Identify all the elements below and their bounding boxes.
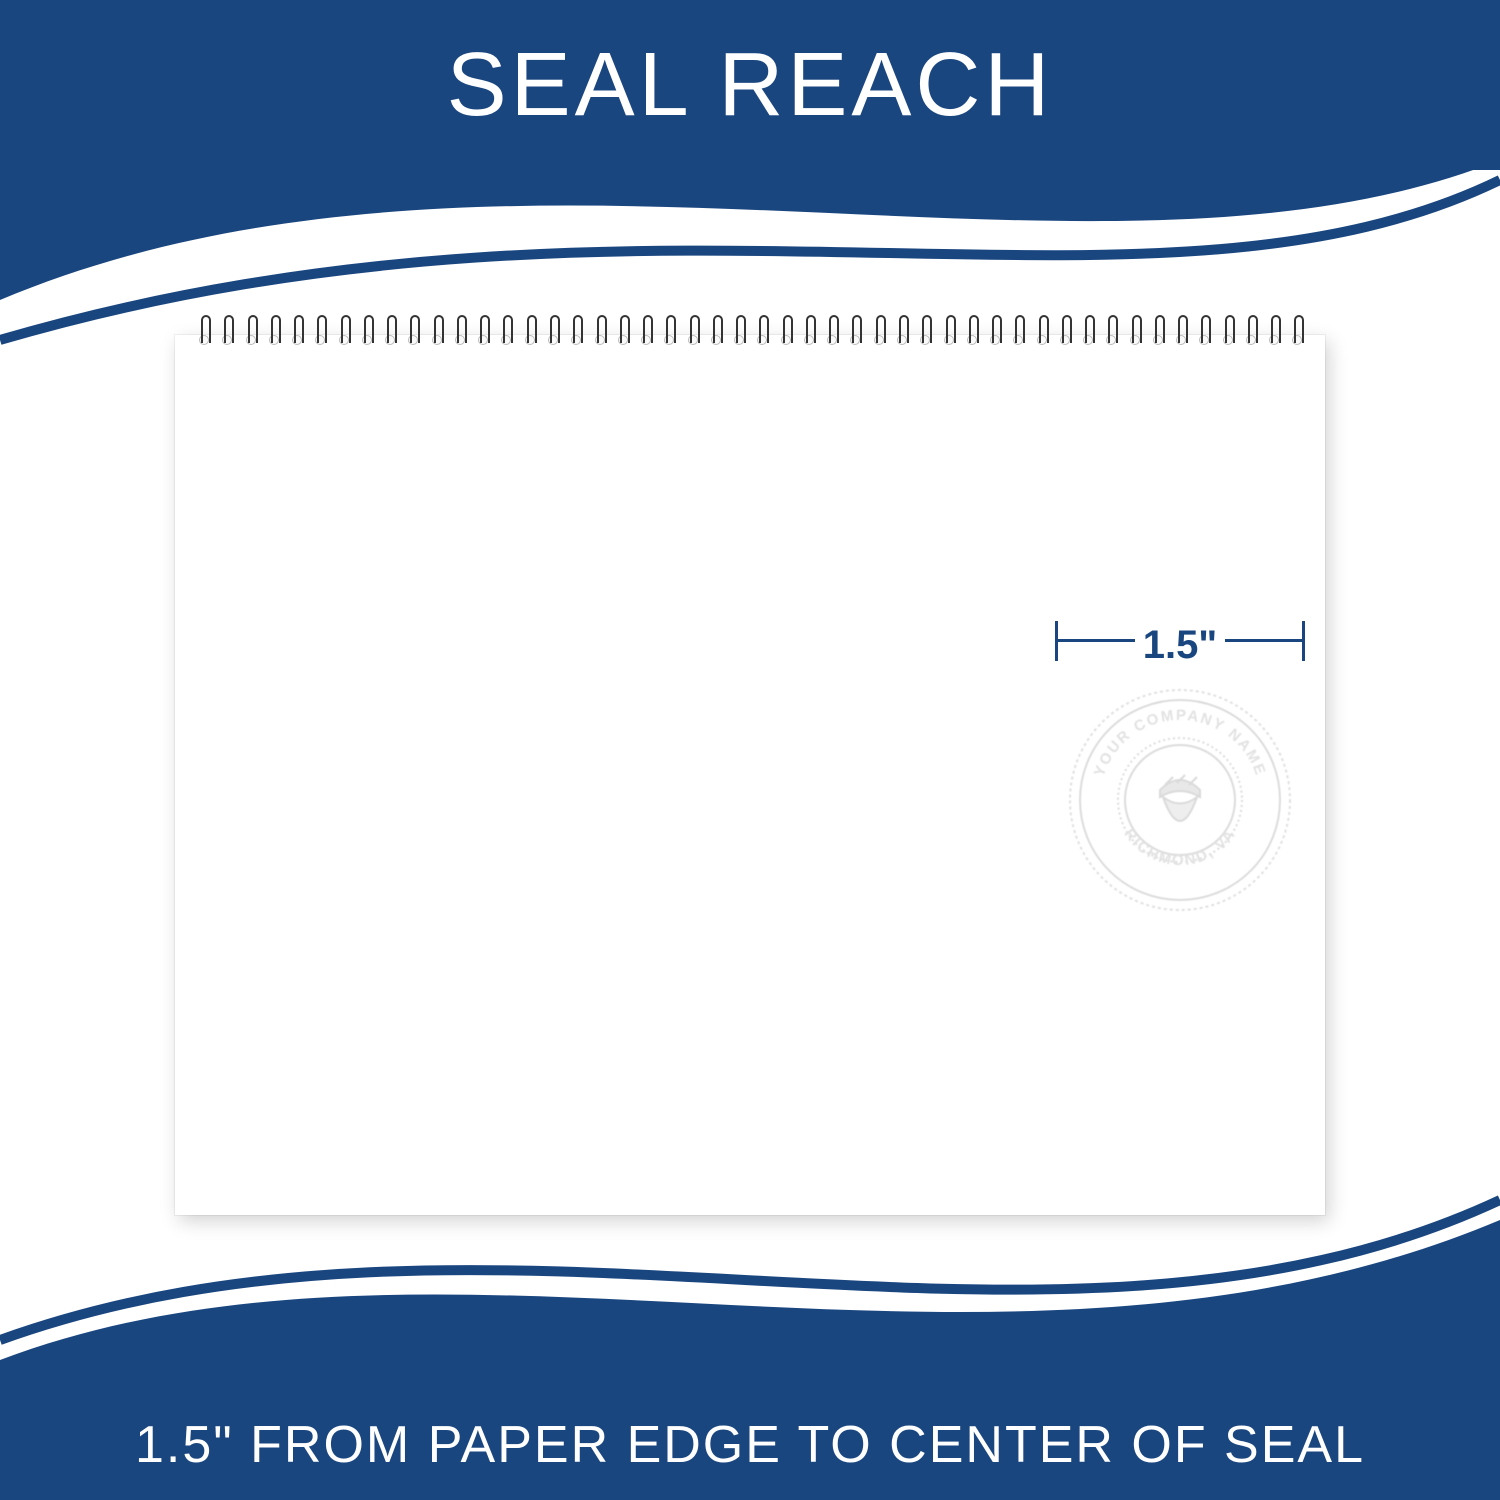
footer-text: 1.5" FROM PAPER EDGE TO CENTER OF SEAL xyxy=(135,1415,1365,1475)
page-title: SEAL REACH xyxy=(447,34,1054,137)
spiral-loop xyxy=(404,317,420,357)
notepad: 1.5" xyxy=(175,335,1325,1215)
spiral-loop xyxy=(1265,317,1281,357)
spiral-loop xyxy=(521,317,537,357)
spiral-loop xyxy=(1126,317,1142,357)
spiral-loop xyxy=(916,317,932,357)
seal-ring-2 xyxy=(1080,700,1280,900)
spiral-loop xyxy=(1079,317,1095,357)
seal-bottom-text: RICHMOND, VA xyxy=(1121,826,1240,870)
measure-cap-right xyxy=(1302,621,1305,661)
spiral-loop xyxy=(497,317,513,357)
spiral-loop xyxy=(963,317,979,357)
spiral-loop xyxy=(1009,317,1025,357)
spiral-loop xyxy=(567,317,583,357)
spiral-loop xyxy=(730,317,746,357)
footer-band: 1.5" FROM PAPER EDGE TO CENTER OF SEAL xyxy=(0,1390,1500,1500)
spiral-loop xyxy=(1149,317,1165,357)
acorn-icon xyxy=(1160,775,1200,821)
spiral-loop xyxy=(265,317,281,357)
spiral-binding xyxy=(195,317,1305,357)
spiral-loop xyxy=(1195,317,1211,357)
spiral-loop xyxy=(242,317,258,357)
spiral-loop xyxy=(335,317,351,357)
spiral-loop xyxy=(1219,317,1235,357)
spiral-loop xyxy=(381,317,397,357)
spiral-loop xyxy=(707,317,723,357)
spiral-loop xyxy=(986,317,1002,357)
spiral-loop xyxy=(614,317,630,357)
spiral-loop xyxy=(451,317,467,357)
spiral-loop xyxy=(846,317,862,357)
spiral-loop xyxy=(940,317,956,357)
spiral-loop xyxy=(777,317,793,357)
spiral-loop xyxy=(311,317,327,357)
seal-top-text: YOUR COMPANY NAME xyxy=(1091,707,1269,779)
spiral-loop xyxy=(428,317,444,357)
bottom-swoosh-accent xyxy=(0,1200,1500,1340)
spiral-loop xyxy=(1172,317,1188,357)
spiral-loop xyxy=(823,317,839,357)
spiral-loop xyxy=(1033,317,1049,357)
spiral-loop xyxy=(195,317,211,357)
spiral-loop xyxy=(893,317,909,357)
spiral-loop xyxy=(1242,317,1258,357)
spiral-loop xyxy=(660,317,676,357)
spiral-loop xyxy=(637,317,653,357)
spiral-loop xyxy=(591,317,607,357)
spiral-loop xyxy=(544,317,560,357)
spiral-loop xyxy=(358,317,374,357)
spiral-loop xyxy=(1102,317,1118,357)
header-band: SEAL REACH xyxy=(0,0,1500,170)
embossed-seal: YOUR COMPANY NAME RICHMOND, VA xyxy=(1065,685,1295,915)
spiral-loop xyxy=(753,317,769,357)
spiral-loop xyxy=(1056,317,1072,357)
spiral-loop xyxy=(684,317,700,357)
spiral-loop xyxy=(1288,317,1304,357)
spiral-loop xyxy=(218,317,234,357)
spiral-loop xyxy=(800,317,816,357)
spiral-loop xyxy=(870,317,886,357)
spiral-loop xyxy=(288,317,304,357)
measurement-indicator: 1.5" xyxy=(1055,615,1305,665)
spiral-loop xyxy=(474,317,490,357)
measure-label: 1.5" xyxy=(1135,623,1225,668)
bottom-swoosh-fill xyxy=(0,1220,1500,1410)
